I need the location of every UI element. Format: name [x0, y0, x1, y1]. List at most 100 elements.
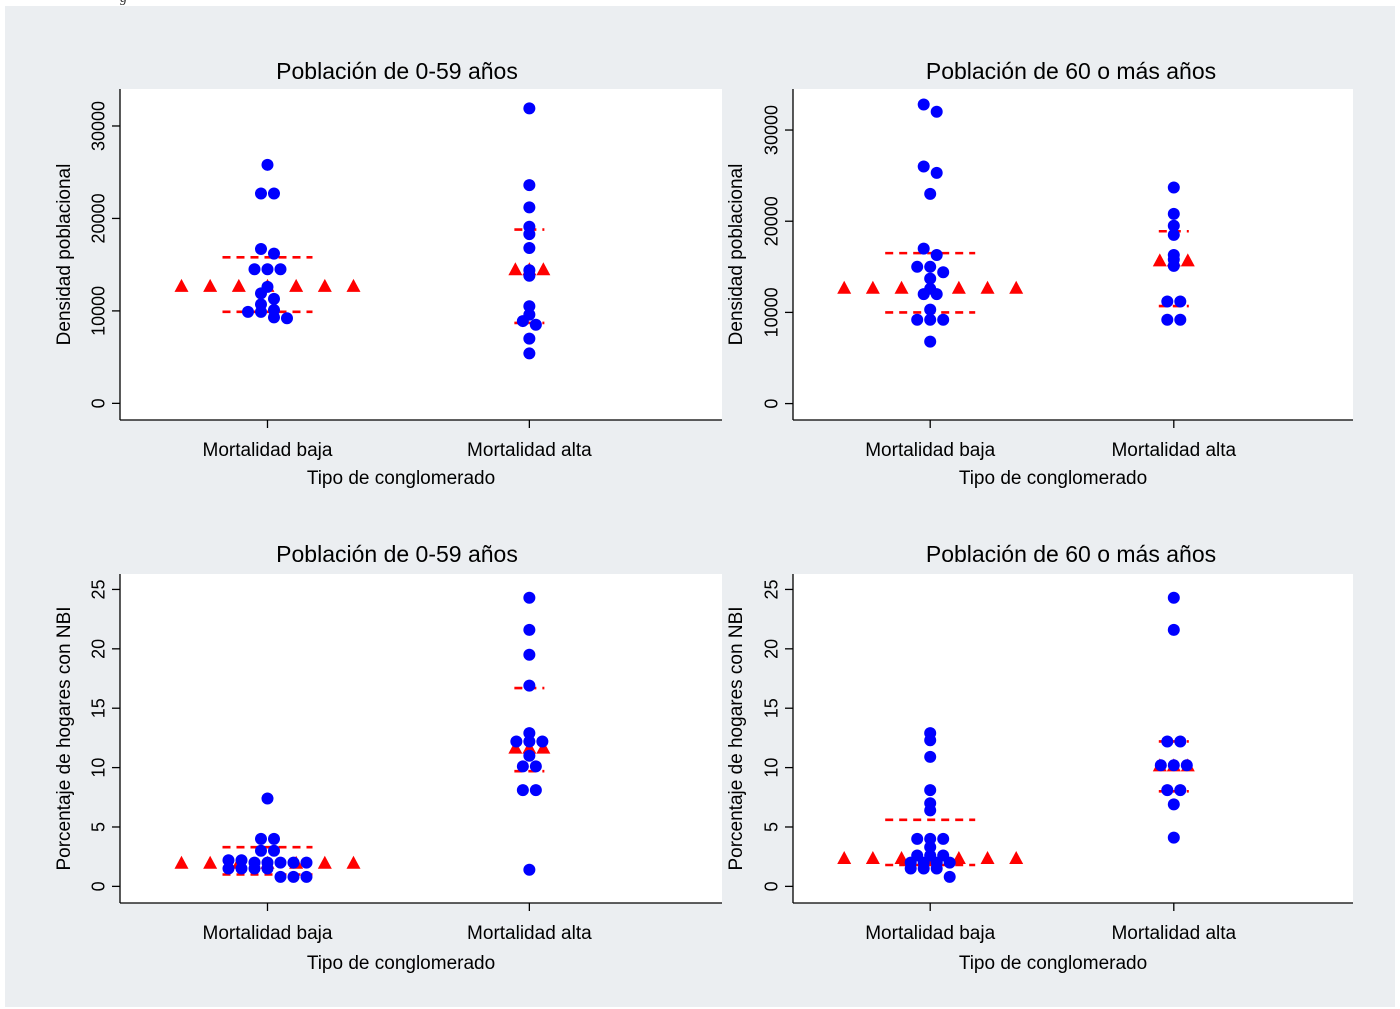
data-point [523, 648, 536, 661]
data-point [930, 862, 943, 875]
data-point [529, 318, 542, 331]
data-point [267, 187, 280, 200]
data-point [248, 263, 261, 276]
median-marker [508, 262, 523, 276]
data-point [523, 269, 536, 282]
data-point [1167, 623, 1180, 636]
y-tick-label: 10 [88, 758, 108, 778]
data-point [1154, 759, 1167, 772]
data-point [300, 856, 313, 869]
plot-area [120, 574, 722, 903]
chart-title: Población de 0-59 años [276, 58, 518, 84]
data-point [529, 784, 542, 797]
data-point [943, 856, 956, 869]
x-tick-label: Mortalidad baja [203, 440, 333, 461]
data-point [523, 179, 536, 192]
y-tick-label: 0 [761, 399, 781, 409]
plot-area [120, 89, 722, 420]
chart-panel-1: Población de 0-59 años 0 10000 20000 30000 Mo… [54, 58, 722, 489]
y-tick-label: 25 [761, 579, 781, 599]
y-tick-label: 5 [88, 822, 108, 832]
y-tick-label: 25 [88, 579, 108, 599]
data-point [254, 832, 267, 845]
y-axis-label: Densidad poblacional [726, 164, 747, 346]
median-marker [951, 280, 966, 294]
plot-area [793, 89, 1353, 420]
data-point [1174, 784, 1187, 797]
median-marker [317, 855, 332, 869]
data-point [523, 242, 536, 255]
data-point [924, 734, 937, 747]
data-point [523, 679, 536, 692]
data-point [516, 760, 529, 773]
x-tick-label: Mortalidad baja [203, 923, 333, 944]
x-tick-label: Mortalidad alta [467, 923, 592, 944]
data-point [1167, 219, 1180, 232]
data-point [267, 292, 280, 305]
data-point [911, 832, 924, 845]
data-point [924, 832, 937, 845]
data-point [930, 166, 943, 179]
data-point [924, 804, 937, 817]
data-point [924, 272, 937, 285]
data-point [1167, 759, 1180, 772]
data-point [523, 749, 536, 762]
chart-title: Población de 0-59 años [276, 541, 518, 567]
data-point [917, 242, 930, 255]
data-point [937, 266, 950, 279]
data-point [254, 844, 267, 857]
chart-title: Población de 60 o más años [926, 541, 1216, 567]
data-point [1174, 313, 1187, 326]
median-marker [1180, 253, 1195, 267]
data-point [274, 856, 287, 869]
data-point [911, 260, 924, 273]
data-point [937, 832, 950, 845]
data-point [235, 854, 248, 867]
median-marker [231, 278, 246, 292]
x-tick-label: Mortalidad baja [865, 923, 995, 944]
data-point [523, 201, 536, 214]
data-point [261, 792, 274, 805]
data-point [222, 854, 235, 867]
median-marker [536, 262, 551, 276]
median-marker [980, 280, 995, 294]
data-point [235, 862, 248, 875]
y-tick-label: 10000 [88, 286, 108, 336]
median-marker [980, 851, 995, 865]
data-point [529, 760, 542, 773]
data-point [1161, 313, 1174, 326]
data-point [274, 870, 287, 883]
x-tick-label: Mortalidad alta [467, 440, 592, 461]
data-point [523, 591, 536, 604]
data-point [1161, 784, 1174, 797]
median-marker [1009, 851, 1024, 865]
y-tick-label: 30000 [761, 105, 781, 155]
data-point [1167, 259, 1180, 272]
data-point [523, 863, 536, 876]
data-point [523, 735, 536, 748]
data-point [924, 841, 937, 854]
data-point [523, 623, 536, 636]
data-point [930, 105, 943, 118]
data-point [516, 315, 529, 328]
median-marker [346, 278, 361, 292]
y-tick-label: 0 [88, 398, 108, 408]
y-tick-label: 20000 [761, 196, 781, 246]
data-point [241, 305, 254, 318]
y-tick-label: 0 [761, 881, 781, 891]
data-point [924, 187, 937, 200]
y-tick-label: 20000 [88, 193, 108, 243]
y-axis-label: Densidad poblacional [54, 164, 75, 346]
y-tick-label: 0 [88, 881, 108, 891]
data-point [523, 347, 536, 360]
data-point [1174, 295, 1187, 308]
data-point [516, 784, 529, 797]
data-point [254, 187, 267, 200]
data-point [267, 247, 280, 260]
median-marker [289, 278, 304, 292]
data-point [254, 305, 267, 318]
median-marker [865, 280, 880, 294]
x-axis-label: Tipo de conglomerado [959, 468, 1147, 489]
data-point [1167, 207, 1180, 220]
